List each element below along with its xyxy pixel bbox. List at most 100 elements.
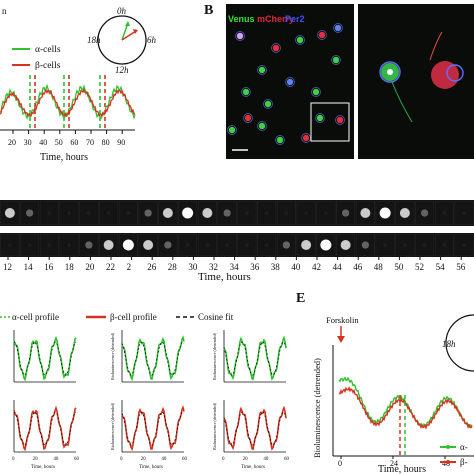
svg-text:18h: 18h	[442, 339, 456, 349]
subplot-tick-label: 40	[53, 457, 59, 462]
stain-per2: Per2	[285, 14, 305, 24]
filmstrip-row-2	[0, 233, 474, 257]
peak-markers	[29, 75, 106, 128]
panel-a: n 20 30 40 50 60 70 80 90 Time, hours α-cells β…	[0, 6, 157, 163]
panel-a-tick-label: 90	[117, 138, 125, 147]
subplot-ylabel: Bioluminescence (detrended)	[110, 402, 115, 450]
profile-subplot	[13, 330, 77, 383]
panel-e-tick-label: 48	[442, 459, 450, 468]
profile-subplot: Bioluminescence (detrended) 0 20 40 60 Time, …	[212, 400, 290, 470]
panel-e-xlabel: Time, hours	[378, 464, 426, 474]
panel-e-ticks: 0244872	[338, 456, 450, 468]
subplot-tick-label: 0	[12, 457, 15, 462]
filmstrip-tick-label: 34	[230, 262, 240, 272]
filmstrip-tick-label: 20	[85, 262, 95, 272]
filmstrip-tick-label: 50	[394, 262, 404, 272]
panel-a-tick-label: 20	[8, 138, 16, 147]
profile-subplot: Bioluminescence (detrended)	[212, 330, 287, 383]
cell-spots	[227, 23, 345, 145]
legend-alpha-profile: α-cell profile	[12, 312, 59, 322]
panel-a-xlabel: Time, hours	[40, 152, 88, 163]
subplot-ylabel: Bioluminescence (detrended)	[212, 402, 217, 450]
filmstrip-frames	[0, 200, 474, 257]
panel-c: 12 14 16 18 20 22 2 26 28 30 32 34 36 38 40 42 44 46 48 50 5…	[0, 200, 474, 283]
filmstrip-tick-label: 14	[24, 262, 33, 272]
legend-beta-profile: β-cell profile	[110, 312, 157, 322]
filmstrip-tick-label: 46	[353, 262, 363, 272]
panel-a-ylabel-fragment: n	[2, 6, 7, 16]
forskolin-label: Forskolin	[326, 315, 359, 325]
zoom-box	[310, 102, 350, 142]
svg-text:6h: 6h	[147, 35, 157, 45]
filmstrip-tick-label: 22	[106, 262, 115, 272]
stain-venus: Venus	[228, 14, 255, 24]
filmstrip-tick-label: 2	[127, 262, 132, 272]
zoom-cells	[379, 31, 464, 123]
subplot-tick-label: 60	[284, 457, 290, 462]
phase-clock: 0h 6h 12h 18h	[87, 6, 157, 75]
panel-a-ticks: 20 30 40 50 60 70 80 90	[8, 130, 125, 147]
filmstrip-tick-label: 32	[209, 262, 218, 272]
legend-beta-label: β-cells	[35, 61, 61, 71]
filmstrip-tick-label: 12	[3, 262, 12, 272]
subplot-tick-label: 0	[222, 457, 225, 462]
subplot-tick-label: 40	[263, 457, 269, 462]
panel-a-tick-label: 60	[70, 138, 78, 147]
filmstrip-tick-label: 40	[291, 262, 301, 272]
subplot-tick-label: 20	[141, 457, 147, 462]
subplot-ylabel: Bioluminescence (detrended)	[110, 332, 115, 380]
panel-e-ylabel: Bioluminescence (detrended)	[312, 358, 322, 458]
panel-e: E Forskolin Bioluminescence (detrended) …	[296, 291, 474, 474]
profile-subplot: 0 20 40 60 Time, hours	[12, 400, 80, 470]
filmstrip-tick-label: 16	[44, 262, 54, 272]
filmstrip-tick-label: 36	[250, 262, 260, 272]
panel-e-tick-label: 24	[390, 459, 398, 468]
subplot-tick-label: 60	[182, 457, 188, 462]
subplot-tick-label: 20	[33, 457, 39, 462]
svg-text:0h: 0h	[117, 6, 127, 16]
subplot-ylabel: Bioluminescence (detrended)	[212, 332, 217, 380]
filmstrip-tick-label: 18	[65, 262, 75, 272]
panel-c-xlabel: Time, hours	[198, 271, 251, 283]
subplot-xlabel: Time, hours	[31, 465, 55, 470]
panel-e-letter: E	[296, 291, 305, 306]
subplot-tick-label: 0	[120, 457, 123, 462]
filmstrip-tick-label: 26	[147, 262, 157, 272]
filmstrip-tick-label: 28	[168, 262, 178, 272]
filmstrip-tick-label: 54	[436, 262, 446, 272]
legend-cosine: Cosine fit	[198, 312, 234, 322]
panel-a-tick-label: 40	[39, 138, 47, 147]
stain-mcherry: mCherry	[257, 14, 294, 24]
subplot-xlabel: Time, hours	[139, 465, 163, 470]
legend-alpha-label: α-cells	[35, 45, 61, 55]
panel-e-legend-alpha: α-	[460, 442, 468, 452]
filmstrip-ticks: 12 14 16 18 20 22 2 26 28 30 32 34 36 38 40 42 44 46 48 50 5…	[3, 257, 466, 272]
filmstrip-tick-label: 30	[188, 262, 198, 272]
panel-e-tick-label: 0	[338, 459, 342, 468]
panel-b-letter: B	[204, 3, 213, 18]
subplot-xlabel: Time, hours	[241, 465, 265, 470]
panel-b: B Venus mCherry Per2	[204, 3, 474, 159]
filmstrip-tick-label: 44	[333, 262, 343, 272]
profile-subplot: Bioluminescence (detrended)	[110, 330, 185, 383]
alpha-trace	[0, 83, 136, 121]
filmstrip-tick-label: 48	[374, 262, 384, 272]
subplot-tick-label: 20	[243, 457, 249, 462]
svg-text:12h: 12h	[115, 65, 129, 75]
panel-e-clock	[445, 314, 474, 372]
panel-a-tick-label: 80	[102, 138, 110, 147]
panel-d: α-cell profile β-cell profile Cosine fit…	[0, 312, 290, 470]
filmstrip-tick-label: 52	[415, 262, 424, 272]
filmstrip-tick-label: 42	[312, 262, 321, 272]
profile-subplots: Bioluminescence (detrended) Bioluminescen…	[12, 330, 290, 470]
panel-a-tick-label: 50	[55, 138, 63, 147]
filmstrip-tick-label: 56	[456, 262, 466, 272]
panel-e-legend-beta: β-	[460, 457, 468, 467]
profile-subplot: Bioluminescence (detrended) 0 20 40 60 Time, …	[110, 400, 188, 470]
svg-text:18h: 18h	[87, 35, 101, 45]
panel-a-tick-label: 30	[24, 138, 32, 147]
forskolin-arrow	[337, 336, 345, 343]
filmstrip-tick-label: 38	[271, 262, 281, 272]
subplot-tick-label: 60	[74, 457, 80, 462]
